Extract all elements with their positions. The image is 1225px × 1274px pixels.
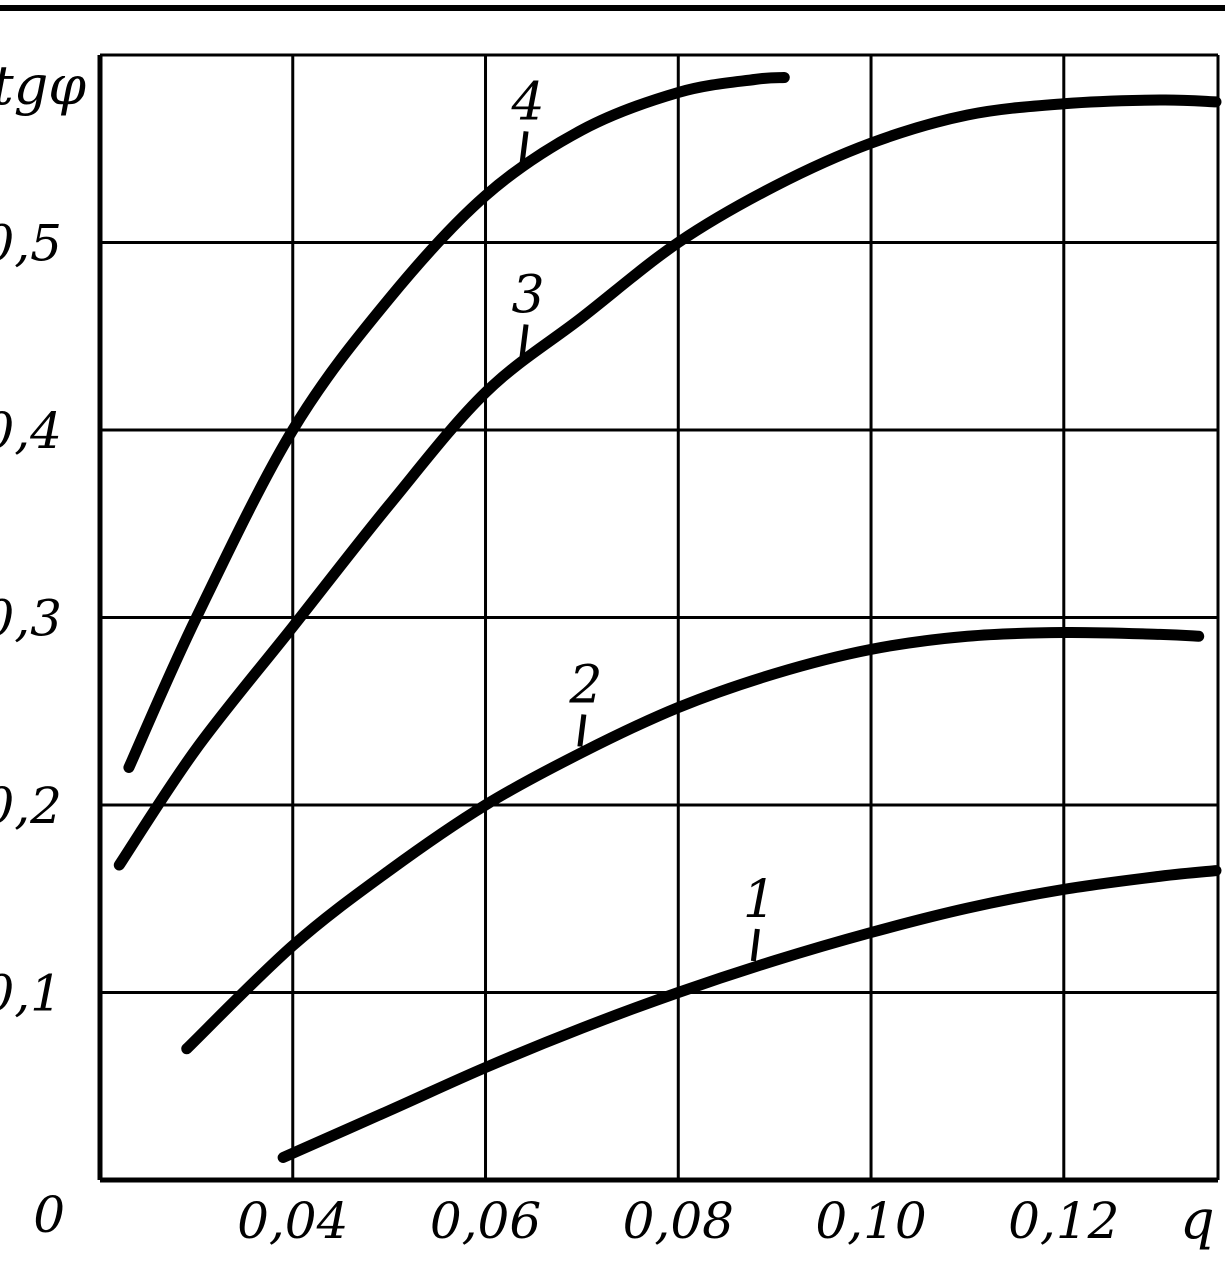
series-1-leader	[750, 928, 760, 962]
series-2-leader	[577, 714, 587, 747]
grid	[100, 53, 1220, 1180]
x-tick-label: 0,06	[430, 1192, 541, 1250]
x-tick-label: 0,12	[1008, 1192, 1119, 1250]
curves: 1 2 3 4	[113, 72, 1222, 1163]
y-tick-label: 0	[33, 1186, 65, 1244]
series-1-label: 1	[743, 870, 776, 930]
series-3-line	[113, 94, 1222, 871]
x-tick-label: 0,08	[623, 1192, 734, 1250]
y-axis-label: tgφ	[0, 54, 86, 117]
y-tick-label: 0,4	[0, 402, 62, 460]
series-2-label: 2	[568, 656, 602, 716]
y-tick-label: 0,5	[0, 215, 62, 273]
series-4-label: 4	[511, 72, 545, 132]
axes	[97, 55, 1218, 1183]
series-2-line	[181, 626, 1205, 1055]
series-1-line	[277, 865, 1222, 1163]
series-4-line	[123, 72, 790, 773]
y-tick-label: 0,2	[0, 777, 62, 835]
series-3-label: 3	[512, 266, 545, 326]
x-tick-label: 0,10	[815, 1192, 926, 1250]
series-4-leader	[519, 131, 529, 164]
series-3-leader	[519, 324, 529, 357]
x-axis-label: q	[1180, 1188, 1215, 1251]
x-tick-label: 0,04	[237, 1192, 348, 1250]
y-tick-label: 0,1	[0, 965, 62, 1023]
y-tick-label: 0,3	[0, 590, 62, 648]
tick-labels: 0,04 0,06 0,08 0,10 0,12 0 0,1 0,2 0,3 0,4 0,5	[0, 215, 1119, 1251]
